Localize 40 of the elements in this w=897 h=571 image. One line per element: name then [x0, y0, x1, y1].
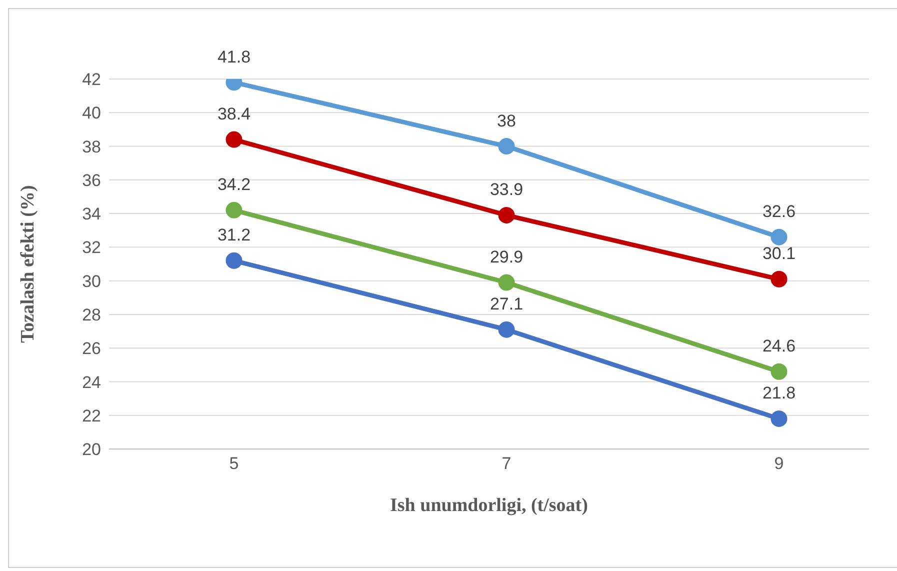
point — [498, 274, 515, 291]
y-tick-label: 40 — [82, 104, 101, 123]
x-tick-label: 7 — [502, 454, 512, 474]
point — [226, 202, 242, 218]
data-label: 24.6 — [762, 336, 796, 356]
point — [226, 131, 242, 148]
data-label: 41.8 — [217, 47, 251, 66]
point — [498, 206, 515, 224]
data-label: 34.2 — [217, 175, 251, 194]
y-tick-label: 20 — [82, 440, 101, 460]
point — [498, 321, 515, 338]
point — [770, 363, 788, 380]
data-label: 29.9 — [490, 248, 524, 266]
data-label: 27.1 — [490, 294, 524, 314]
x-tick-label: 9 — [774, 454, 784, 474]
point — [770, 410, 788, 427]
data-label: 38 — [497, 111, 516, 130]
x-axis-title: Ish unumdorligi, (t/soat) — [390, 495, 588, 516]
data-label: 30.1 — [762, 244, 796, 264]
y-tick-label: 26 — [82, 339, 101, 358]
y-tick-label: 32 — [82, 238, 101, 258]
data-label: 32.6 — [762, 202, 796, 222]
point — [770, 270, 788, 288]
y-tick-label: 34 — [82, 204, 101, 224]
y-tick-label: 22 — [82, 406, 101, 426]
point — [498, 138, 515, 155]
point — [770, 228, 788, 246]
y-tick-label: 36 — [82, 170, 101, 190]
data-label: 33.9 — [490, 180, 524, 200]
y-axis-title: Tozalash efekti (%) — [18, 185, 39, 343]
data-label: 38.4 — [217, 104, 251, 124]
data-label: 21.8 — [762, 384, 796, 403]
y-tick-label: 28 — [82, 305, 101, 324]
x-tick-label: 5 — [229, 454, 239, 474]
data-label: 31.2 — [217, 226, 251, 245]
y-tick-label: 42 — [82, 70, 101, 90]
y-tick-label: 24 — [82, 372, 101, 392]
point — [226, 252, 242, 269]
y-tick-label: 30 — [82, 272, 101, 291]
y-tick-label: 38 — [82, 137, 101, 156]
